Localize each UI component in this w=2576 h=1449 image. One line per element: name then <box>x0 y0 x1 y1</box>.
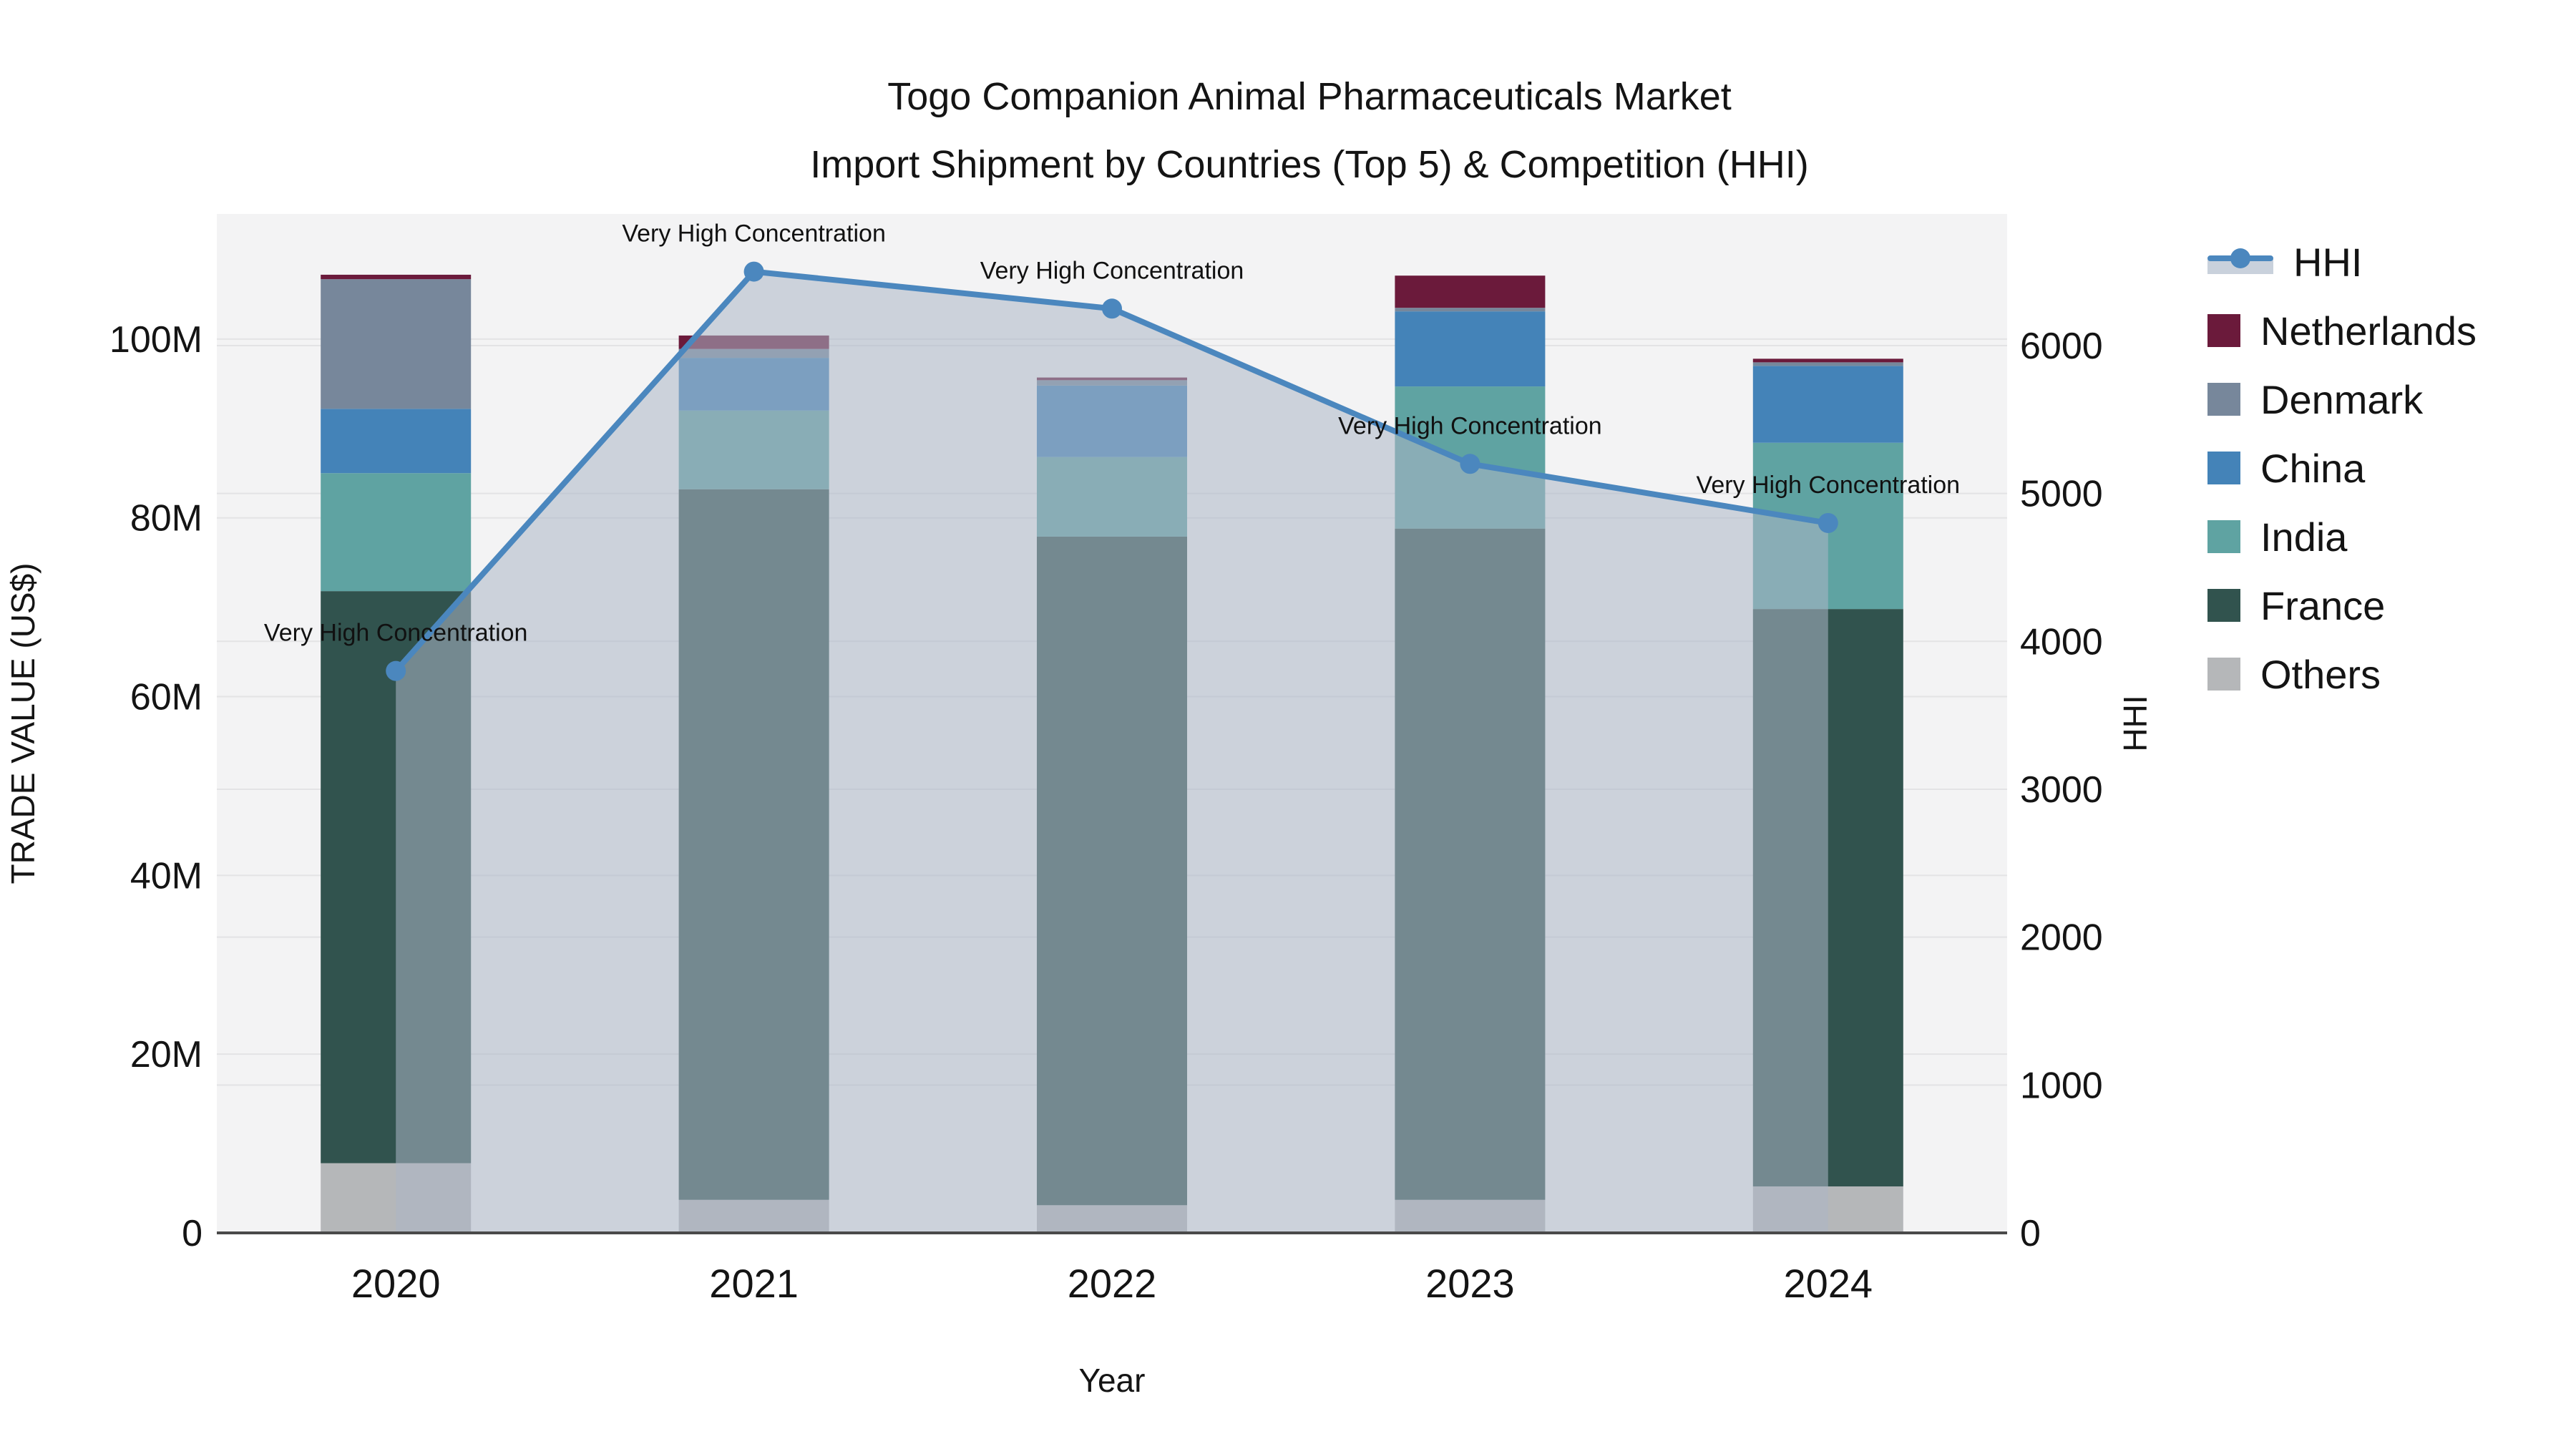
legend-item-denmark: Denmark <box>2207 365 2477 434</box>
annotation-2021: Very High Concentration <box>622 220 886 248</box>
legend-label: Others <box>2260 651 2381 697</box>
hhi-line-dot <box>2230 248 2250 268</box>
x-tick-label: 2024 <box>1784 1261 1873 1306</box>
bar-segment-india-2020 <box>321 473 472 592</box>
y-right-axis-title: HHI <box>2117 695 2154 751</box>
legend-item-france: France <box>2207 571 2477 640</box>
india-swatch-icon <box>2207 520 2240 553</box>
hhi-marker-2022 <box>1102 298 1122 319</box>
bar-segment-china-2023 <box>1395 311 1546 387</box>
legend-item-others: Others <box>2207 640 2477 708</box>
y-right-tick-label: 1000 <box>2020 1065 2103 1106</box>
hhi-area-fill <box>396 271 1828 1233</box>
y-left-tick-label: 60M <box>130 677 203 718</box>
x-tick-label: 2021 <box>709 1261 799 1306</box>
y-right-tick-label: 2000 <box>2020 917 2103 959</box>
bar-segment-denmark-2023 <box>1395 308 1546 312</box>
bar-segment-china-2020 <box>321 409 472 474</box>
legend-item-netherlands: Netherlands <box>2207 296 2477 365</box>
x-tick-label: 2022 <box>1068 1261 1157 1306</box>
y-right-tick-label: 0 <box>2020 1213 2041 1254</box>
legend-label: Netherlands <box>2260 308 2477 353</box>
legend-label: India <box>2260 514 2348 560</box>
legend-label: France <box>2260 582 2386 628</box>
y-left-axis-title: TRADE VALUE (US$) <box>4 562 42 884</box>
chart-title-line1: Togo Companion Animal Pharmaceuticals Ma… <box>887 75 1732 118</box>
annotation-2024: Very High Concentration <box>1697 472 1961 499</box>
china-swatch-icon <box>2207 452 2240 484</box>
bar-segment-denmark-2024 <box>1752 362 1903 366</box>
netherlands-swatch-icon <box>2207 314 2240 347</box>
bar-segment-netherlands-2023 <box>1395 275 1546 308</box>
y-left-tick-label: 0 <box>182 1213 203 1254</box>
legend-label: Denmark <box>2260 376 2424 422</box>
denmark-swatch-icon <box>2207 383 2240 416</box>
y-left-tick-label: 100M <box>109 319 203 361</box>
others-swatch-icon <box>2207 658 2240 691</box>
y-right-tick-label: 6000 <box>2020 326 2103 367</box>
hhi-marker-2021 <box>743 261 764 282</box>
legend-item-hhi: HHI <box>2207 228 2477 296</box>
bar-segment-denmark-2020 <box>321 279 472 409</box>
bar-segment-china-2024 <box>1752 366 1903 443</box>
legend-label: HHI <box>2293 239 2363 285</box>
annotation-2022: Very High Concentration <box>980 257 1244 284</box>
y-left-tick-label: 40M <box>130 855 203 897</box>
x-tick-label: 2020 <box>351 1261 441 1306</box>
bar-segment-netherlands-2020 <box>321 274 472 280</box>
france-swatch-icon <box>2207 589 2240 622</box>
y-left-tick-label: 80M <box>130 498 203 540</box>
legend-item-china: China <box>2207 434 2477 502</box>
y-right-tick-label: 5000 <box>2020 474 2103 515</box>
chart-title-line2: Import Shipment by Countries (Top 5) & C… <box>810 143 1809 186</box>
legend-item-india: India <box>2207 502 2477 571</box>
x-tick-label: 2023 <box>1425 1261 1515 1306</box>
hhi-line-swatch-icon <box>2207 245 2273 278</box>
hhi-marker-2024 <box>1818 512 1838 533</box>
annotation-2020: Very High Concentration <box>264 620 528 647</box>
annotation-2023: Very High Concentration <box>1338 412 1602 439</box>
chart-title: Togo Companion Animal Pharmaceuticals Ma… <box>236 63 2383 199</box>
x-axis-title: Year <box>1079 1362 1146 1399</box>
hhi-marker-2023 <box>1460 454 1480 474</box>
legend: HHI Netherlands Denmark China India Fran… <box>2207 228 2477 708</box>
y-right-tick-label: 3000 <box>2020 769 2103 811</box>
y-right-tick-label: 4000 <box>2020 621 2103 663</box>
y-left-tick-label: 20M <box>130 1034 203 1075</box>
bar-segment-netherlands-2024 <box>1752 358 1903 363</box>
hhi-marker-2020 <box>386 660 406 681</box>
legend-label: China <box>2260 445 2366 491</box>
